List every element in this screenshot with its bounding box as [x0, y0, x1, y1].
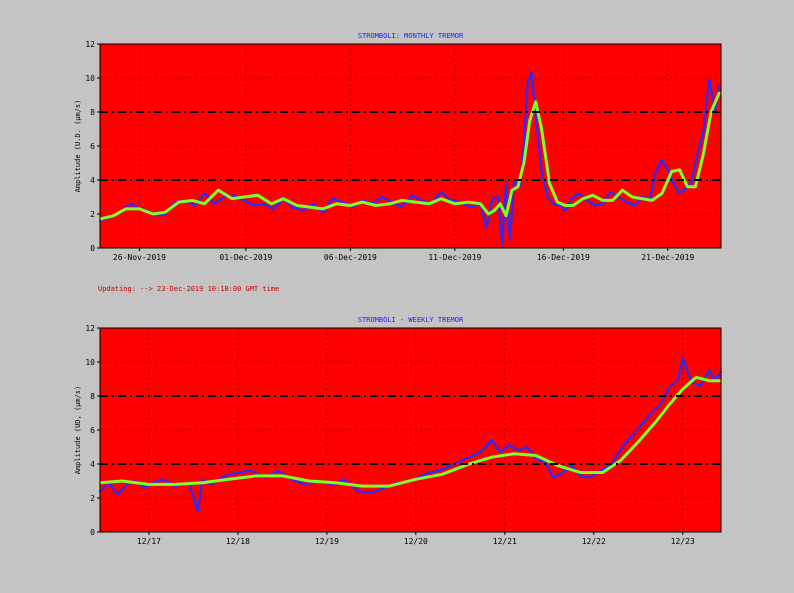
y-tick-label: 0: [90, 244, 95, 253]
x-tick-label: 12/17: [137, 537, 161, 546]
x-tick-label: 12/22: [582, 537, 606, 546]
y-tick-label: 12: [85, 40, 95, 49]
y-tick-label: 6: [90, 426, 95, 435]
y-tick-label: 4: [90, 460, 95, 469]
x-tick-label: 06-Dec-2019: [324, 253, 377, 262]
y-tick-label: 10: [85, 358, 95, 367]
chart-title: STROMBOLI: MONTHLY TREMOR: [358, 32, 464, 40]
y-tick-label: 12: [85, 324, 95, 333]
y-tick-label: 2: [90, 210, 95, 219]
x-tick-label: 12/20: [404, 537, 428, 546]
update-status-text: Updating: --> 23-Dec-2019 10:18:00 GMT t…: [98, 285, 279, 293]
weekly-tremor-chart: STROMBOLI - WEEKLY TREMOR 0 2 4 6 8 10 12 12/17 1…: [74, 316, 723, 546]
x-tick-label: 12/21: [493, 537, 517, 546]
y-tick-label: 4: [90, 176, 95, 185]
x-tick-label: 01-Dec-2019: [219, 253, 272, 262]
raw-tremor-series: [98, 357, 723, 513]
x-tick-label: 21-Dec-2019: [641, 253, 694, 262]
y-tick-label: 8: [90, 392, 95, 401]
y-tick-label: 8: [90, 108, 95, 117]
smoothed-tremor-series: [98, 91, 721, 221]
y-axis-label: Amplitude (U.D. (µm/s): [74, 100, 82, 193]
x-tick-label: 26-Nov-2019: [113, 253, 166, 262]
chart-title: STROMBOLI - WEEKLY TREMOR: [358, 316, 464, 324]
monthly-tremor-chart: STROMBOLI: MONTHLY TREMOR 0 2 4 6 8 10 12 26-Nov…: [74, 32, 722, 262]
y-tick-label: 2: [90, 494, 95, 503]
x-tick-label: 11-Dec-2019: [428, 253, 481, 262]
y-tick-label: 0: [90, 528, 95, 537]
y-tick-label: 10: [85, 74, 95, 83]
x-tick-label: 16-Dec-2019: [537, 253, 590, 262]
x-tick-label: 12/18: [226, 537, 250, 546]
x-tick-label: 12/19: [315, 537, 339, 546]
smoothed-tremor-series: [98, 375, 723, 488]
x-tick-label: 12/23: [671, 537, 695, 546]
y-axis-label: Amplitude (UD, (µm/s): [74, 386, 82, 475]
y-tick-label: 6: [90, 142, 95, 151]
